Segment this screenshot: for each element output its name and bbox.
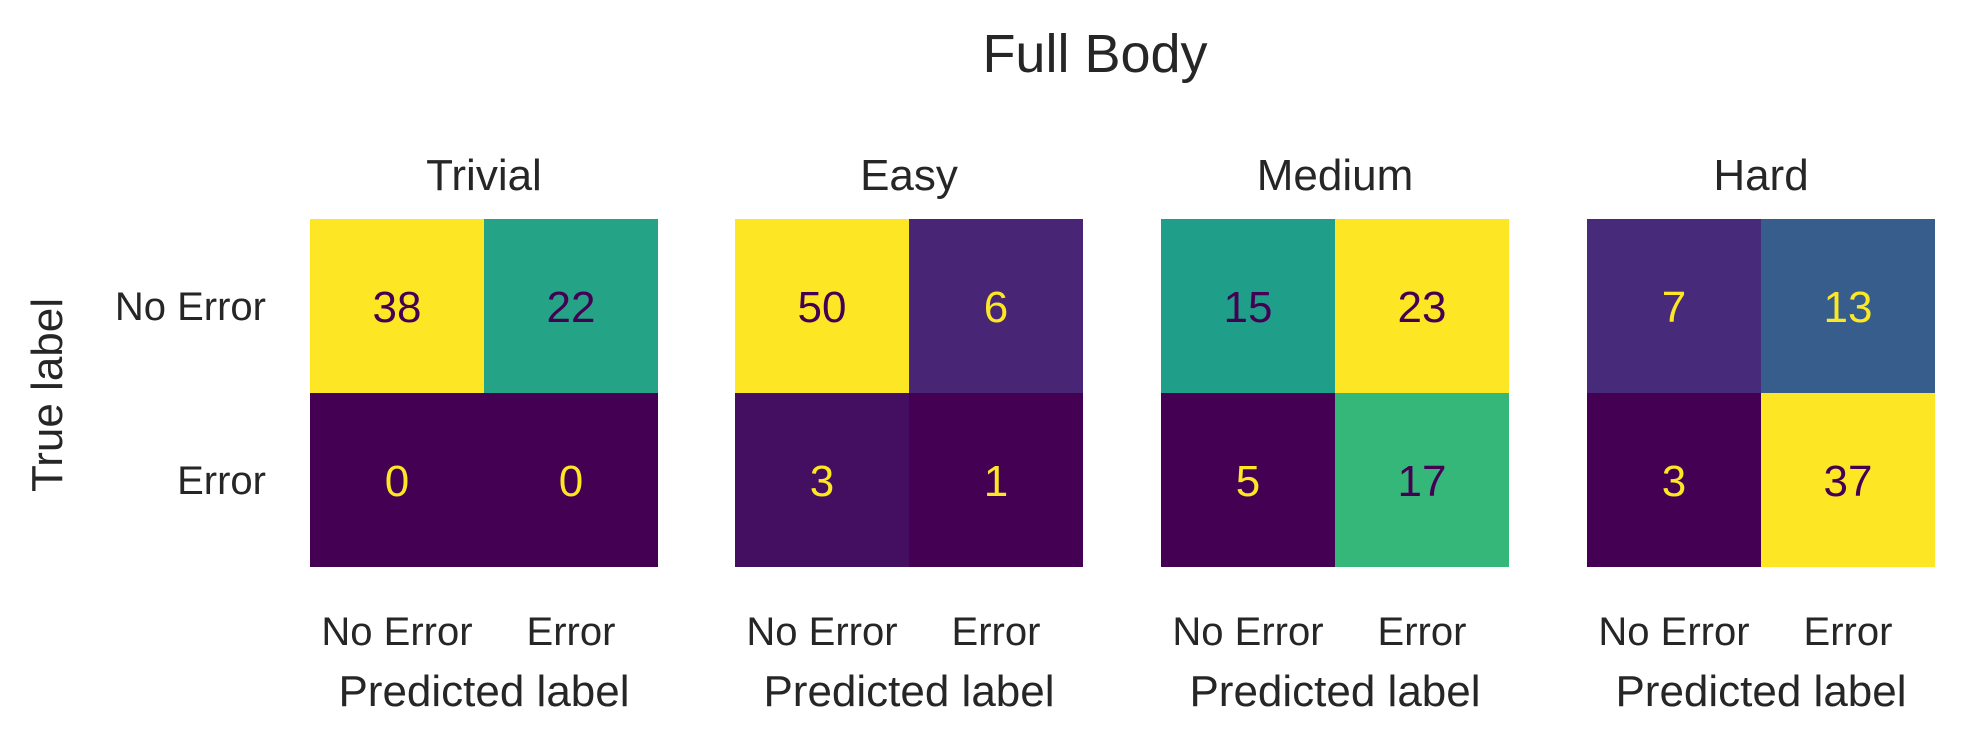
cell-value-label: 50 <box>798 283 847 332</box>
x-tick-label: Error <box>527 610 616 654</box>
x-tick-label: Error <box>1804 610 1893 654</box>
heatmap-cell <box>310 219 484 393</box>
x-tick-label: No Error <box>321 610 472 654</box>
cell-value-label: 7 <box>1662 283 1686 332</box>
heatmap-cell <box>484 393 658 567</box>
y-tick-label: Error <box>177 459 266 503</box>
x-axis-label: Predicted label <box>1615 667 1906 716</box>
heatmap-cell <box>1761 393 1935 567</box>
cell-value-label: 3 <box>1662 457 1686 506</box>
cell-value-label: 0 <box>559 457 583 506</box>
x-tick-label: No Error <box>1172 610 1323 654</box>
cell-value-label: 1 <box>984 457 1008 506</box>
cell-value-label: 22 <box>547 283 596 332</box>
figure-title: Full Body <box>982 24 1207 84</box>
heatmap-cell <box>1587 219 1761 393</box>
y-tick-label: No Error <box>115 285 266 329</box>
heatmap-cell <box>1161 219 1335 393</box>
heatmap-cell <box>1161 393 1335 567</box>
heatmap-cell <box>909 219 1083 393</box>
heatmap-cell <box>1587 393 1761 567</box>
heatmap-cell <box>484 219 658 393</box>
y-axis-label: True label <box>23 298 72 492</box>
panel-title-hard: Hard <box>1713 151 1808 200</box>
heatmap-cell <box>310 393 484 567</box>
panel-title-easy: Easy <box>860 151 958 200</box>
panels-group: Trivial 38 22 0 0 No Error Error Predicted labe… <box>115 151 1935 716</box>
x-axis-label: Predicted label <box>763 667 1054 716</box>
heatmap-cell <box>1761 219 1935 393</box>
heatmap-cell <box>1335 219 1509 393</box>
cell-value-label: 23 <box>1398 283 1447 332</box>
cell-value-label: 37 <box>1824 457 1873 506</box>
heatmap-cell <box>909 393 1083 567</box>
heatmap-cell <box>735 219 909 393</box>
x-tick-label: Error <box>952 610 1041 654</box>
cell-value-label: 15 <box>1224 283 1273 332</box>
heatmap-cell <box>1335 393 1509 567</box>
heatmap-cell <box>735 393 909 567</box>
cell-value-label: 3 <box>810 457 834 506</box>
cell-value-label: 13 <box>1824 283 1873 332</box>
cell-value-label: 0 <box>385 457 409 506</box>
panel-title-trivial: Trivial <box>426 151 542 200</box>
cell-value-label: 6 <box>984 283 1008 332</box>
x-tick-label: Error <box>1378 610 1467 654</box>
x-axis-label: Predicted label <box>1189 667 1480 716</box>
cell-value-label: 5 <box>1236 457 1260 506</box>
x-axis-label: Predicted label <box>338 667 629 716</box>
cell-value-label: 17 <box>1398 457 1447 506</box>
panel-title-medium: Medium <box>1257 151 1414 200</box>
x-tick-label: No Error <box>1598 610 1749 654</box>
cell-value-label: 38 <box>373 283 422 332</box>
x-tick-label: No Error <box>746 610 897 654</box>
